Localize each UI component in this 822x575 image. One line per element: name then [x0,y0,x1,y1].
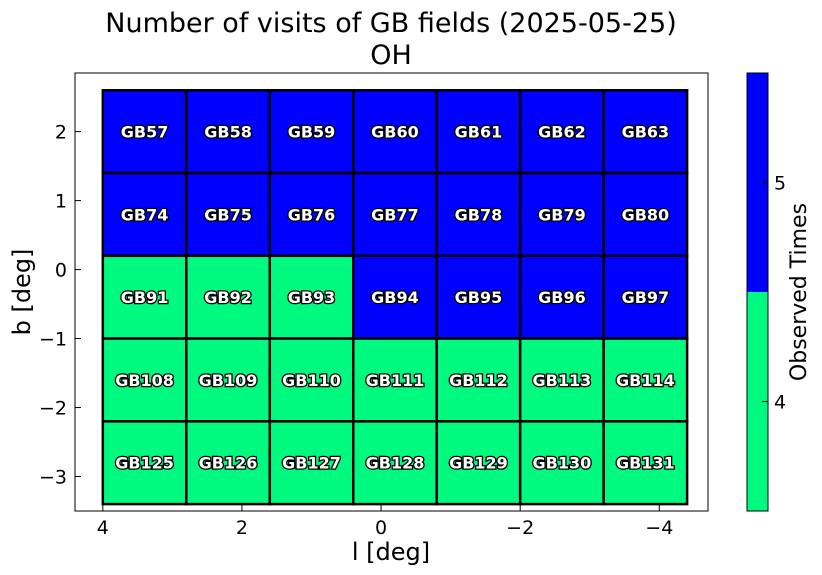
cell-gb79 [518,171,605,258]
cell-label-gb95: GB95 [455,288,503,307]
colorbar-frame [746,72,769,512]
y-tick-label: 0 [55,260,67,282]
chart-title: Number of visits of GB fields (2025-05-2… [105,8,676,39]
cell-label-gb113: GB113 [533,371,592,390]
colorbar-tick-label: 5 [774,173,786,195]
x-tick-label: 2 [236,517,248,539]
cell-gb75 [185,171,272,258]
cell-gb96 [518,254,605,340]
cell-label-gb111: GB111 [366,371,425,390]
cell-label-gb91: GB91 [121,288,169,307]
cell-label-gb76: GB76 [288,205,336,224]
cell-label-gb92: GB92 [204,288,252,307]
cell-gb112 [435,337,522,423]
cell-label-gb62: GB62 [538,123,586,142]
cell-gb91 [101,254,188,340]
cell-gb129 [435,420,522,506]
cell-label-gb60: GB60 [371,123,419,142]
cell-label-gb63: GB63 [622,123,670,142]
cell-label-gb130: GB130 [533,454,592,473]
cell-label-gb126: GB126 [199,454,258,473]
chart-subtitle: OH [370,40,412,71]
cell-gb108 [101,337,188,423]
cell-labels-layer: GB57 GB58 GB59 GB60 GB61 GB62 GB63 GB74 GB75 GB76… [114,121,676,474]
cell-label-gb80: GB80 [622,205,670,224]
cell-label-gb112: GB112 [449,371,508,390]
cell-label-gb61: GB61 [455,123,503,142]
x-axis-label: l [deg] [352,538,430,566]
cell-label-gb79: GB79 [538,205,586,224]
cell-label-gb77: GB77 [371,205,419,224]
cell-gb92 [185,254,272,340]
cell-gb77 [351,171,438,258]
cell-label-gb93: GB93 [288,288,336,307]
cell-gb126 [185,420,272,506]
colorbar: 45 [746,72,786,512]
cell-label-gb94: GB94 [371,288,419,307]
x-tick-label: −4 [645,517,673,539]
cell-label-gb58: GB58 [204,123,252,142]
x-tick-label: −2 [506,517,534,539]
cell-label-gb114: GB114 [616,371,675,390]
cell-label-gb75: GB75 [204,205,252,224]
y-axis-label: b [deg] [8,249,36,336]
cell-label-gb97: GB97 [622,288,670,307]
y-tick-label: −1 [39,329,67,351]
cell-label-gb110: GB110 [282,371,341,390]
colorbar-segment-4 [747,292,768,511]
cell-label-gb96: GB96 [538,288,586,307]
cell-label-gb108: GB108 [115,371,174,390]
x-tick-label: 4 [97,517,109,539]
cell-gb57 [101,88,188,175]
cell-gb130 [518,420,605,506]
colorbar-segment-5 [747,73,768,292]
cell-gb97 [602,254,689,340]
cell-label-gb109: GB109 [199,371,258,390]
cell-label-gb59: GB59 [288,123,336,142]
cell-label-gb127: GB127 [282,454,341,473]
cell-label-gb131: GB131 [616,454,675,473]
cell-gb61 [435,88,522,175]
x-tick-label: 0 [375,517,387,539]
x-axis: 4 2 0 −2 −4 [97,505,673,539]
cell-gb63 [602,88,689,175]
cell-label-gb129: GB129 [449,454,508,473]
y-tick-label: 1 [55,191,67,213]
cell-label-gb74: GB74 [121,205,169,224]
y-tick-label: −3 [39,467,67,489]
cell-gb95 [435,254,522,340]
cell-gb114 [602,337,689,423]
cells-layer [101,88,689,506]
cell-gb94 [351,254,438,340]
y-axis: 2 1 0 −1 −2 −3 [39,122,81,489]
cell-label-gb78: GB78 [455,205,503,224]
y-tick-label: −2 [39,398,67,420]
cell-label-gb128: GB128 [366,454,425,473]
cell-label-gb57: GB57 [121,123,169,142]
colorbar-tick-label: 4 [774,392,786,414]
cell-label-gb125: GB125 [115,454,174,473]
y-tick-label: 2 [55,122,67,144]
colorbar-label: Observed Times [787,203,812,381]
cell-gb131 [602,420,689,506]
